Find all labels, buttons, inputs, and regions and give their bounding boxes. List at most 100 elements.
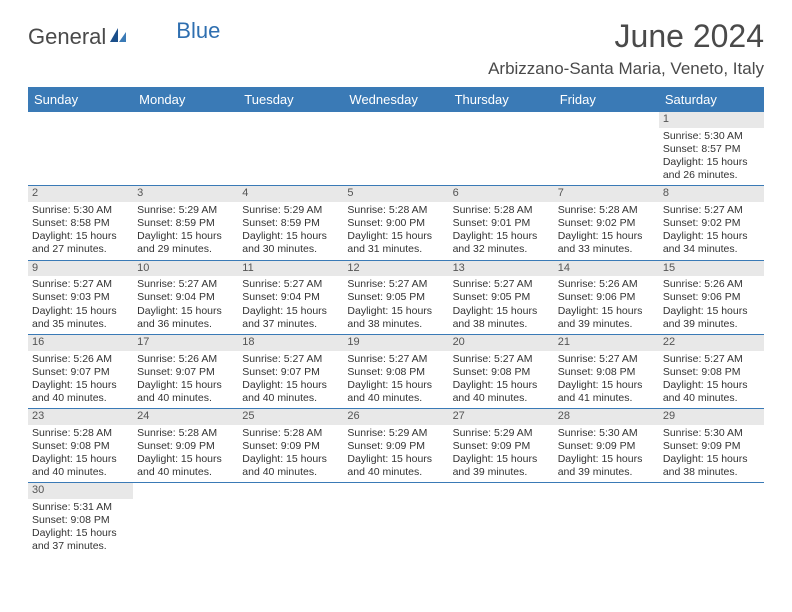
day-sunset: Sunset: 9:02 PM — [558, 217, 655, 230]
day-number: 25 — [238, 409, 343, 425]
calendar-day-cell — [449, 112, 554, 186]
day-number: 26 — [343, 409, 448, 425]
day-body: Sunrise: 5:27 AMSunset: 9:04 PMDaylight:… — [238, 276, 343, 334]
day-sunset: Sunset: 9:08 PM — [663, 366, 760, 379]
day-sunrise: Sunrise: 5:26 AM — [32, 353, 129, 366]
day-sunset: Sunset: 9:01 PM — [453, 217, 550, 230]
day-daylight1: Daylight: 15 hours — [242, 230, 339, 243]
day-body: Sunrise: 5:31 AMSunset: 9:08 PMDaylight:… — [28, 499, 133, 557]
calendar-day-cell: 9Sunrise: 5:27 AMSunset: 9:03 PMDaylight… — [28, 260, 133, 334]
day-number: 6 — [449, 186, 554, 202]
day-sunrise: Sunrise: 5:27 AM — [137, 278, 234, 291]
day-body-empty — [238, 499, 343, 511]
calendar-day-cell: 22Sunrise: 5:27 AMSunset: 9:08 PMDayligh… — [659, 334, 764, 408]
day-number: 12 — [343, 261, 448, 277]
day-number-empty — [133, 483, 238, 499]
day-sunrise: Sunrise: 5:27 AM — [242, 353, 339, 366]
day-body: Sunrise: 5:28 AMSunset: 9:02 PMDaylight:… — [554, 202, 659, 260]
day-body: Sunrise: 5:28 AMSunset: 9:09 PMDaylight:… — [133, 425, 238, 483]
day-sunrise: Sunrise: 5:26 AM — [137, 353, 234, 366]
day-sunrise: Sunrise: 5:27 AM — [347, 278, 444, 291]
day-body: Sunrise: 5:26 AMSunset: 9:06 PMDaylight:… — [659, 276, 764, 334]
day-sunset: Sunset: 9:08 PM — [32, 440, 129, 453]
calendar-day-cell — [554, 483, 659, 557]
day-sunrise: Sunrise: 5:29 AM — [242, 204, 339, 217]
day-body: Sunrise: 5:27 AMSunset: 9:02 PMDaylight:… — [659, 202, 764, 260]
weekday-monday: Monday — [133, 87, 238, 112]
calendar-day-cell: 24Sunrise: 5:28 AMSunset: 9:09 PMDayligh… — [133, 409, 238, 483]
day-daylight2: and 40 minutes. — [453, 392, 550, 405]
day-daylight1: Daylight: 15 hours — [663, 453, 760, 466]
weekday-saturday: Saturday — [659, 87, 764, 112]
day-sunset: Sunset: 9:03 PM — [32, 291, 129, 304]
calendar-day-cell: 2Sunrise: 5:30 AMSunset: 8:58 PMDaylight… — [28, 186, 133, 260]
day-sunrise: Sunrise: 5:27 AM — [242, 278, 339, 291]
day-daylight2: and 38 minutes. — [663, 466, 760, 479]
day-daylight2: and 37 minutes. — [32, 540, 129, 553]
day-body: Sunrise: 5:27 AMSunset: 9:05 PMDaylight:… — [449, 276, 554, 334]
day-daylight2: and 39 minutes. — [453, 466, 550, 479]
day-body-empty — [659, 499, 764, 511]
day-daylight2: and 36 minutes. — [137, 318, 234, 331]
day-body: Sunrise: 5:29 AMSunset: 8:59 PMDaylight:… — [238, 202, 343, 260]
day-body-empty — [238, 128, 343, 140]
day-sunrise: Sunrise: 5:30 AM — [558, 427, 655, 440]
day-daylight1: Daylight: 15 hours — [347, 379, 444, 392]
day-sunrise: Sunrise: 5:27 AM — [663, 353, 760, 366]
day-sunrise: Sunrise: 5:26 AM — [663, 278, 760, 291]
day-number: 27 — [449, 409, 554, 425]
calendar-day-cell: 26Sunrise: 5:29 AMSunset: 9:09 PMDayligh… — [343, 409, 448, 483]
day-number: 1 — [659, 112, 764, 128]
day-number: 11 — [238, 261, 343, 277]
day-body: Sunrise: 5:29 AMSunset: 9:09 PMDaylight:… — [343, 425, 448, 483]
day-sunset: Sunset: 9:09 PM — [242, 440, 339, 453]
day-number-empty — [554, 112, 659, 128]
day-sunrise: Sunrise: 5:26 AM — [558, 278, 655, 291]
calendar-day-cell: 19Sunrise: 5:27 AMSunset: 9:08 PMDayligh… — [343, 334, 448, 408]
logo-sail-icon — [108, 26, 128, 49]
day-sunset: Sunset: 9:06 PM — [558, 291, 655, 304]
day-number-empty — [28, 112, 133, 128]
day-daylight1: Daylight: 15 hours — [347, 305, 444, 318]
day-body: Sunrise: 5:27 AMSunset: 9:08 PMDaylight:… — [554, 351, 659, 409]
day-body: Sunrise: 5:29 AMSunset: 9:09 PMDaylight:… — [449, 425, 554, 483]
calendar-day-cell — [554, 112, 659, 186]
day-daylight1: Daylight: 15 hours — [137, 379, 234, 392]
day-body-empty — [449, 128, 554, 140]
day-body: Sunrise: 5:29 AMSunset: 8:59 PMDaylight:… — [133, 202, 238, 260]
day-body: Sunrise: 5:30 AMSunset: 9:09 PMDaylight:… — [659, 425, 764, 483]
day-sunset: Sunset: 9:09 PM — [137, 440, 234, 453]
day-body: Sunrise: 5:26 AMSunset: 9:07 PMDaylight:… — [28, 351, 133, 409]
day-sunset: Sunset: 9:09 PM — [453, 440, 550, 453]
day-number: 16 — [28, 335, 133, 351]
day-number-empty — [449, 483, 554, 499]
header: General Blue June 2024 Arbizzano-Santa M… — [28, 18, 764, 79]
calendar-day-cell — [133, 483, 238, 557]
day-number: 14 — [554, 261, 659, 277]
day-daylight1: Daylight: 15 hours — [32, 305, 129, 318]
day-body: Sunrise: 5:27 AMSunset: 9:08 PMDaylight:… — [659, 351, 764, 409]
day-daylight1: Daylight: 15 hours — [663, 230, 760, 243]
weekday-tuesday: Tuesday — [238, 87, 343, 112]
calendar-day-cell: 15Sunrise: 5:26 AMSunset: 9:06 PMDayligh… — [659, 260, 764, 334]
day-sunset: Sunset: 9:00 PM — [347, 217, 444, 230]
calendar-day-cell: 4Sunrise: 5:29 AMSunset: 8:59 PMDaylight… — [238, 186, 343, 260]
day-sunset: Sunset: 9:04 PM — [137, 291, 234, 304]
day-sunset: Sunset: 9:05 PM — [453, 291, 550, 304]
day-sunset: Sunset: 9:08 PM — [453, 366, 550, 379]
day-sunset: Sunset: 9:09 PM — [347, 440, 444, 453]
day-number: 21 — [554, 335, 659, 351]
day-daylight1: Daylight: 15 hours — [242, 305, 339, 318]
day-sunrise: Sunrise: 5:28 AM — [453, 204, 550, 217]
calendar-day-cell — [343, 112, 448, 186]
day-sunrise: Sunrise: 5:30 AM — [32, 204, 129, 217]
day-daylight1: Daylight: 15 hours — [347, 230, 444, 243]
day-daylight2: and 34 minutes. — [663, 243, 760, 256]
day-number: 13 — [449, 261, 554, 277]
day-sunrise: Sunrise: 5:29 AM — [347, 427, 444, 440]
calendar-day-cell — [449, 483, 554, 557]
calendar-day-cell: 30Sunrise: 5:31 AMSunset: 9:08 PMDayligh… — [28, 483, 133, 557]
day-sunrise: Sunrise: 5:27 AM — [453, 278, 550, 291]
calendar-day-cell — [238, 112, 343, 186]
day-daylight1: Daylight: 15 hours — [453, 453, 550, 466]
